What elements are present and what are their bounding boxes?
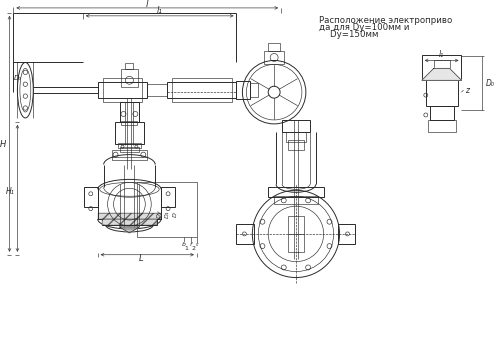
Text: D₀: D₀	[486, 79, 495, 88]
Bar	[102, 219, 157, 225]
Text: t: t	[196, 242, 198, 247]
Text: 1: 1	[184, 246, 188, 251]
Bar	[98, 82, 148, 98]
Bar	[118, 143, 142, 148]
Text: l: l	[146, 0, 148, 9]
Bar	[268, 187, 324, 197]
Bar	[120, 69, 138, 87]
Bar	[84, 187, 98, 207]
Bar	[288, 140, 304, 150]
Bar	[236, 81, 250, 99]
Text: D₀: D₀	[14, 75, 22, 81]
Text: H₁: H₁	[6, 187, 15, 196]
Bar	[112, 150, 148, 160]
Bar	[286, 132, 306, 142]
Bar	[422, 54, 462, 80]
Bar	[274, 196, 318, 204]
Text: Dy=150мм: Dy=150мм	[318, 30, 378, 39]
Bar	[148, 84, 167, 96]
Bar	[120, 102, 140, 122]
Bar	[282, 120, 310, 132]
Text: D₁: D₁	[164, 210, 170, 218]
Bar	[138, 183, 197, 237]
Bar	[161, 187, 175, 207]
Bar	[236, 224, 254, 244]
Text: D: D	[172, 212, 178, 217]
Bar	[122, 121, 138, 125]
Bar	[426, 80, 458, 106]
Bar	[102, 78, 142, 102]
Bar	[167, 82, 236, 98]
Bar	[268, 43, 280, 51]
Bar	[264, 51, 284, 65]
Text: 2: 2	[192, 246, 196, 251]
Text: L: L	[139, 254, 143, 263]
Bar	[102, 219, 157, 225]
Bar	[338, 224, 355, 244]
Bar	[120, 147, 140, 152]
Polygon shape	[422, 68, 462, 80]
Bar	[430, 106, 454, 120]
Text: f: f	[190, 242, 192, 247]
Text: Расположение электроприво: Расположение электроприво	[318, 16, 452, 25]
Text: Dу: Dу	[156, 210, 162, 218]
Polygon shape	[120, 227, 140, 233]
Text: l₁: l₁	[156, 6, 162, 16]
Bar	[126, 64, 134, 69]
Bar	[428, 120, 456, 132]
Text: l₁: l₁	[439, 50, 444, 59]
Bar	[250, 83, 258, 97]
Text: да для Dy=100мм и: да для Dy=100мм и	[318, 23, 409, 32]
Bar	[434, 61, 450, 68]
Bar	[98, 213, 161, 219]
Bar	[98, 213, 161, 219]
Text: b: b	[182, 242, 186, 247]
Text: H: H	[0, 140, 6, 149]
Bar	[114, 122, 144, 144]
Text: z: z	[466, 86, 469, 95]
Bar	[288, 216, 304, 252]
Bar	[172, 78, 232, 102]
